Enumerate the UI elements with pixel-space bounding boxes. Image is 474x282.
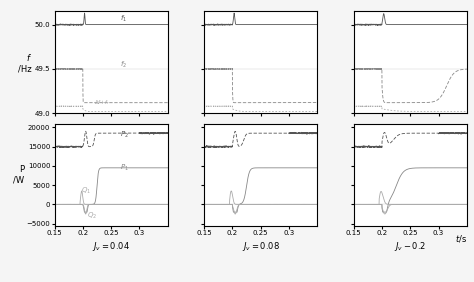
Text: $t$/s: $t$/s (455, 233, 467, 244)
Text: $\Delta f$+$f_r$: $\Delta f$+$f_r$ (94, 98, 110, 107)
Text: $Q_1$: $Q_1$ (81, 186, 91, 196)
Y-axis label: $f$
/Hz: $f$ /Hz (18, 52, 32, 73)
Text: $f_1$: $f_1$ (119, 14, 127, 24)
Text: $Q_2$: $Q_2$ (87, 211, 97, 221)
Text: $P_1$: $P_1$ (119, 163, 128, 173)
X-axis label: $J_v - 0.2$: $J_v - 0.2$ (394, 240, 426, 253)
Text: $f_2$: $f_2$ (119, 59, 127, 69)
X-axis label: $J_v = 0.04$: $J_v = 0.04$ (92, 240, 130, 253)
X-axis label: $J_v = 0.08$: $J_v = 0.08$ (242, 240, 280, 253)
Y-axis label: P
/W: P /W (13, 165, 24, 184)
Text: $P_2$: $P_2$ (119, 130, 128, 140)
